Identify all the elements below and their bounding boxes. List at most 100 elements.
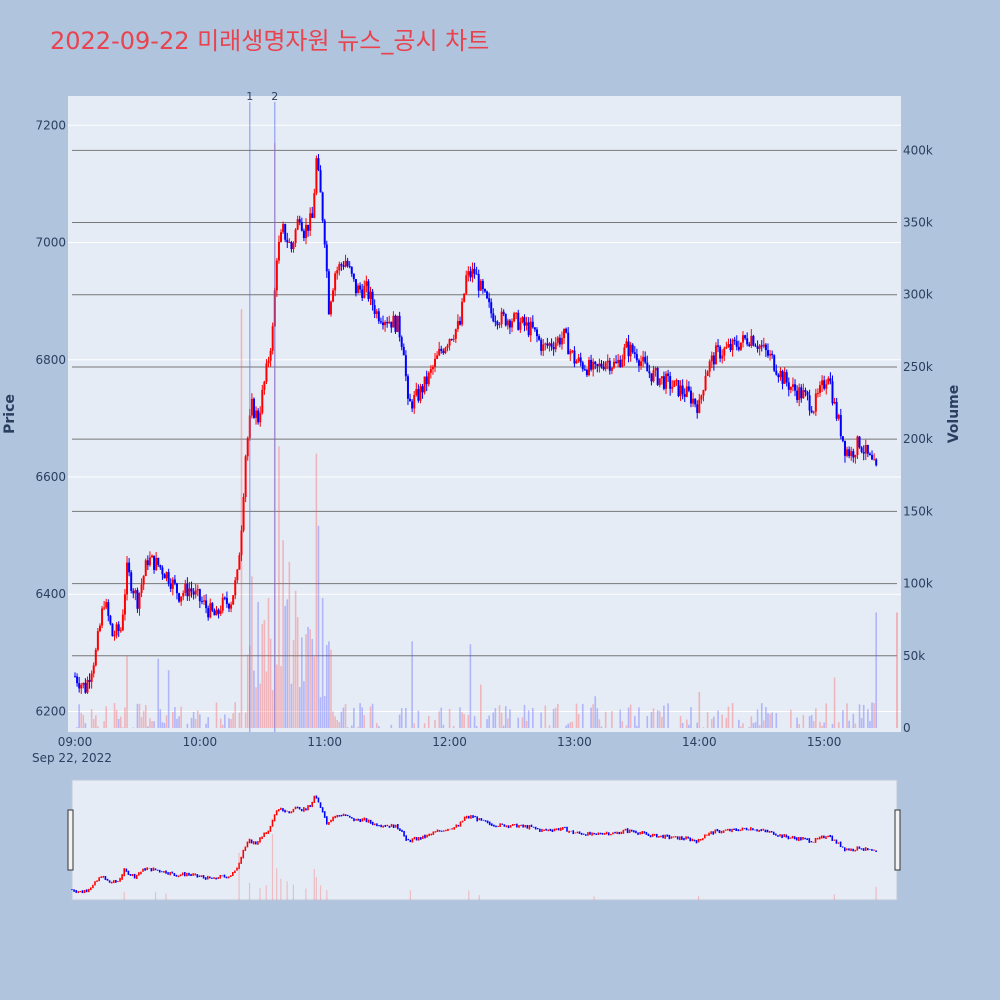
candle-body bbox=[704, 376, 707, 391]
candle-body bbox=[727, 344, 730, 347]
candle-body bbox=[167, 572, 170, 584]
candle-body bbox=[808, 395, 811, 411]
volume-bar bbox=[317, 525, 320, 728]
candle-body bbox=[304, 224, 307, 239]
volume-bar bbox=[625, 725, 628, 728]
volume-bar bbox=[290, 683, 293, 728]
volume-bar bbox=[95, 715, 97, 728]
candle-body bbox=[221, 597, 224, 611]
volume-bar bbox=[334, 716, 336, 728]
candle-body bbox=[400, 337, 403, 347]
candle-body bbox=[529, 321, 532, 336]
slider-volume-bar bbox=[315, 877, 317, 900]
volume-bar bbox=[132, 727, 135, 728]
volume-bar bbox=[234, 702, 237, 728]
candle-body bbox=[186, 583, 189, 597]
volume-bar bbox=[833, 677, 836, 728]
volume-bar bbox=[190, 717, 193, 728]
volume-bar bbox=[315, 453, 318, 728]
volume-bar bbox=[808, 716, 811, 728]
candle-body bbox=[854, 455, 857, 458]
candle-body bbox=[357, 285, 360, 294]
volume-bar bbox=[823, 722, 825, 728]
candle-body bbox=[369, 291, 372, 299]
candle-body bbox=[479, 280, 482, 291]
volume-bar bbox=[438, 711, 440, 728]
volume-bar bbox=[731, 702, 734, 728]
candle-body bbox=[625, 341, 628, 348]
slider-volume-bar bbox=[697, 895, 700, 900]
candle-body bbox=[521, 317, 524, 323]
volume-bar bbox=[405, 707, 407, 728]
volume-bar bbox=[161, 722, 164, 728]
candle-body bbox=[113, 635, 116, 637]
candle-body bbox=[527, 322, 530, 336]
slider-volume-bar bbox=[248, 882, 251, 900]
candle-body bbox=[282, 223, 285, 233]
volume-bar bbox=[398, 714, 401, 728]
candle-body bbox=[698, 399, 701, 413]
candle-body bbox=[615, 361, 618, 364]
candle-body bbox=[490, 302, 493, 314]
volume-bar bbox=[810, 714, 813, 728]
candle-body bbox=[157, 557, 160, 566]
candle-body bbox=[868, 453, 871, 456]
volume-bar bbox=[84, 723, 87, 728]
candle-body bbox=[298, 219, 301, 223]
range-slider[interactable] bbox=[71, 779, 898, 901]
candle-body bbox=[354, 279, 357, 294]
volume-bar bbox=[323, 696, 326, 728]
volume-bar bbox=[253, 670, 255, 728]
candle-body bbox=[246, 438, 249, 457]
candle-body bbox=[588, 359, 591, 376]
slider-volume-bar bbox=[319, 885, 322, 900]
volume-bar bbox=[756, 709, 759, 728]
volume-bar bbox=[92, 719, 95, 728]
volume-bar bbox=[725, 717, 728, 728]
volume-bar bbox=[282, 540, 284, 728]
price-tick-label: 7200 bbox=[35, 118, 66, 132]
candle-body bbox=[875, 459, 878, 466]
volume-bar bbox=[136, 703, 139, 728]
volume-tick-label: 0 bbox=[903, 721, 911, 735]
volume-bar bbox=[802, 715, 805, 728]
time-tick-label: 10:00 bbox=[183, 735, 218, 749]
candle-body bbox=[381, 322, 384, 326]
candle-body bbox=[719, 346, 722, 359]
volume-bar bbox=[690, 707, 692, 728]
volume-bar bbox=[180, 706, 182, 728]
volume-tick-label: 150k bbox=[903, 504, 933, 518]
volume-bar bbox=[658, 711, 661, 728]
volume-bar bbox=[812, 721, 815, 728]
candle-body bbox=[700, 395, 703, 400]
slider-volume-bar bbox=[305, 888, 307, 900]
range-slider-left-handle[interactable] bbox=[67, 809, 74, 871]
candle-body bbox=[511, 321, 514, 328]
candle-body bbox=[465, 275, 468, 294]
price-axis: 6200 6400 6600 6800 7000 7200 bbox=[35, 118, 66, 718]
volume-bar bbox=[240, 309, 243, 728]
volume-bar bbox=[629, 704, 632, 728]
candle-body bbox=[760, 345, 763, 347]
range-slider-right-handle[interactable] bbox=[894, 809, 901, 871]
candle-body bbox=[363, 285, 366, 298]
candle-body bbox=[207, 608, 210, 618]
volume-bar bbox=[413, 723, 416, 728]
candle-body bbox=[669, 376, 672, 389]
candle-body bbox=[109, 615, 112, 624]
volume-bar bbox=[502, 725, 505, 728]
candle-body bbox=[816, 392, 819, 394]
candle-body bbox=[573, 350, 576, 364]
chart-title: 2022-09-22 미래생명자원 뉴스_공시 차트 bbox=[50, 27, 489, 55]
candle-body bbox=[787, 382, 790, 390]
candle-body bbox=[608, 360, 611, 371]
volume-bar bbox=[752, 723, 755, 728]
volume-axis-title: Volume bbox=[946, 385, 962, 444]
candle-body bbox=[148, 557, 151, 566]
price-tick-label: 6400 bbox=[35, 587, 66, 601]
candle-body bbox=[117, 624, 120, 631]
volume-bar bbox=[350, 725, 353, 728]
candle-body bbox=[481, 280, 484, 290]
volume-bar bbox=[151, 721, 153, 728]
candle-body bbox=[494, 321, 497, 323]
